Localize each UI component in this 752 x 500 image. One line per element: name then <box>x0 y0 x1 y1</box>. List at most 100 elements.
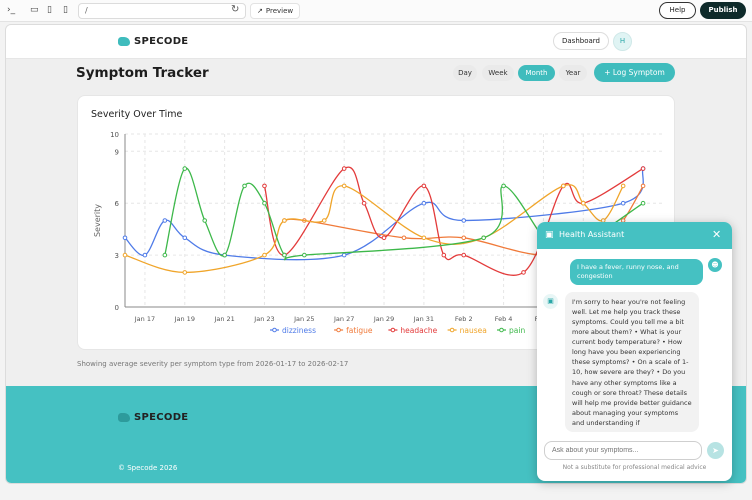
y-tick-label: 6 <box>115 200 120 208</box>
chat-header: ▣ Health Assistant ✕ <box>537 222 732 249</box>
data-point-headache <box>640 166 646 171</box>
legend-marker-pain <box>499 327 504 333</box>
data-point-pain <box>640 200 646 206</box>
data-point-headache <box>521 270 526 275</box>
help-button[interactable]: Help <box>659 2 696 19</box>
preview-button[interactable]: ↗ Preview <box>250 3 301 19</box>
logo[interactable]: SPECODE <box>118 36 188 47</box>
x-tick-label: Jan 27 <box>333 315 354 323</box>
data-point-fatigue <box>640 183 646 189</box>
data-point-nausea <box>421 235 427 241</box>
bot-avatar-icon: ▣ <box>543 294 558 309</box>
preview-label: Preview <box>265 7 294 15</box>
data-point-headache <box>441 252 447 258</box>
footer-logo[interactable]: SPECODE <box>118 412 188 423</box>
range-tab-year[interactable]: Year <box>559 65 587 81</box>
legend-marker-nausea <box>449 327 455 333</box>
dashboard-button[interactable]: Dashboard <box>553 32 609 50</box>
data-point-headache <box>341 166 347 171</box>
bot-message: I'm sorry to hear you're not feeling wel… <box>565 292 699 432</box>
refresh-icon[interactable]: ↻ <box>231 4 240 15</box>
publish-button[interactable]: Publish <box>700 2 746 19</box>
series-line-dizziness <box>124 168 644 261</box>
url-input[interactable]: / <box>78 3 246 19</box>
range-tab-week[interactable]: Week <box>482 65 514 81</box>
y-tick-label: 9 <box>115 148 119 156</box>
x-tick-label: Jan 29 <box>373 315 394 323</box>
legend-marker-fatigue <box>336 327 341 333</box>
data-point-dizziness <box>461 218 467 223</box>
range-tab-day[interactable]: Day <box>453 65 477 81</box>
y-tick-label: 10 <box>110 131 119 139</box>
data-point-dizziness <box>122 235 128 241</box>
close-icon[interactable]: ✕ <box>712 228 722 241</box>
logo-text: SPECODE <box>134 36 189 47</box>
legend-label-pain: pain <box>509 326 525 335</box>
data-point-headache <box>381 235 387 241</box>
data-point-pain <box>501 183 506 189</box>
user-message: I have a fever, runny nose, and congesti… <box>570 259 703 285</box>
x-tick-label: Jan 21 <box>213 315 234 323</box>
data-point-nausea <box>321 218 327 223</box>
data-point-pain <box>242 183 247 189</box>
data-point-dizziness <box>142 252 148 258</box>
tablet-view-icon[interactable]: ▯ <box>47 5 52 15</box>
y-tick-label: 3 <box>115 252 119 260</box>
range-tab-month[interactable]: Month <box>518 65 555 81</box>
data-point-pain <box>481 235 486 241</box>
y-axis-label: Severity <box>93 204 102 237</box>
data-point-nausea <box>580 200 586 206</box>
data-point-nausea <box>341 183 347 189</box>
data-point-dizziness <box>162 218 168 223</box>
x-tick-label: Jan 23 <box>253 315 274 323</box>
chat-disclaimer: Not a substitute for professional medica… <box>562 464 707 471</box>
legend-label-headache: headache <box>400 326 437 335</box>
data-point-fatigue <box>461 235 467 241</box>
external-link-icon: ↗ <box>257 7 263 15</box>
data-point-nausea <box>620 183 626 189</box>
legend-label-dizziness: dizziness <box>282 326 316 335</box>
copyright-text: © Specode 2026 <box>118 464 178 472</box>
data-point-pain <box>302 252 307 258</box>
mobile-view-icon[interactable]: ▯ <box>63 5 68 15</box>
data-point-nausea <box>561 183 566 189</box>
data-point-headache <box>361 200 367 206</box>
data-point-dizziness <box>620 200 626 206</box>
data-point-headache <box>421 183 427 189</box>
data-point-nausea <box>122 252 128 258</box>
data-point-pain <box>282 252 287 258</box>
avatar[interactable]: H <box>613 32 632 51</box>
data-point-nausea <box>182 270 188 275</box>
terminal-icon[interactable]: ›_ <box>7 5 16 15</box>
user-avatar-icon: ☻ <box>708 258 722 272</box>
legend-marker-headache <box>390 327 396 333</box>
chat-title: Health Assistant <box>559 230 625 239</box>
log-symptom-button[interactable]: + Log Symptom <box>594 63 675 82</box>
data-point-pain <box>162 252 168 258</box>
x-tick-label: Feb 2 <box>455 315 473 323</box>
x-tick-label: Feb 4 <box>495 315 513 323</box>
data-point-dizziness <box>182 235 188 241</box>
data-point-headache <box>461 252 467 258</box>
chart-title: Severity Over Time <box>91 109 183 120</box>
page-title: Symptom Tracker <box>76 65 209 81</box>
health-assistant-chat: ▣ Health Assistant ✕ I have a fever, run… <box>537 222 732 481</box>
y-tick-label: 0 <box>115 304 119 312</box>
data-point-pain <box>202 218 208 223</box>
data-point-dizziness <box>341 252 347 258</box>
legend-label-nausea: nausea <box>460 326 487 335</box>
desktop-view-icon[interactable]: ▭ <box>30 5 39 15</box>
logo-mark-icon <box>118 37 130 46</box>
send-icon[interactable]: ➤ <box>707 442 724 459</box>
app-header: SPECODE Dashboard H <box>6 25 746 59</box>
data-point-headache <box>262 183 267 189</box>
editor-toolbar: ›_ ▭ ▯ ▯ / ↻ ↗ Preview Help Publish <box>0 0 752 22</box>
data-point-pain <box>222 252 227 258</box>
chat-input[interactable] <box>544 441 702 460</box>
data-point-dizziness <box>421 200 427 206</box>
chart-caption: Showing average severity per symptom typ… <box>77 360 349 368</box>
x-tick-label: Jan 31 <box>413 315 434 323</box>
legend-marker-dizziness <box>272 327 277 333</box>
data-point-pain <box>262 200 267 206</box>
legend-label-fatigue: fatigue <box>346 326 373 335</box>
